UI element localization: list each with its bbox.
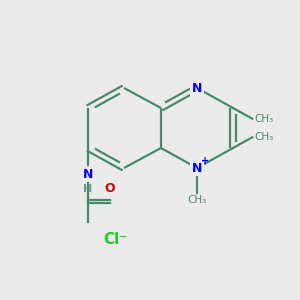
Text: CH₃: CH₃ <box>254 132 274 142</box>
Text: O: O <box>105 182 115 195</box>
Text: N: N <box>192 82 202 94</box>
Text: +: + <box>201 156 209 166</box>
Text: N: N <box>192 161 202 175</box>
Text: CH₃: CH₃ <box>188 195 207 205</box>
Text: Cl⁻: Cl⁻ <box>103 232 127 247</box>
Text: N: N <box>83 167 93 181</box>
Text: H: H <box>83 184 93 194</box>
Text: CH₃: CH₃ <box>254 114 274 124</box>
